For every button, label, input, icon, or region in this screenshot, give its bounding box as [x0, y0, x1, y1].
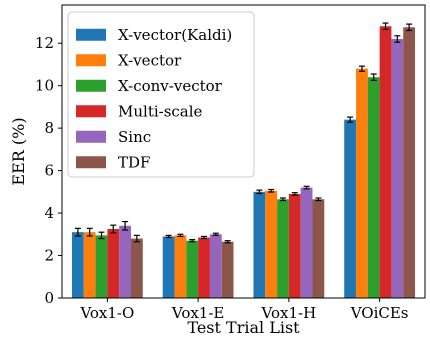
bar-group	[71, 26, 416, 299]
legend-swatch	[76, 79, 106, 92]
y-tick-label: 4	[44, 204, 54, 222]
plot-frame	[61, 4, 426, 299]
bar	[71, 232, 84, 298]
legend-label: X-vector(Kaldi)	[118, 26, 232, 44]
bar	[186, 240, 199, 298]
bar	[300, 187, 313, 298]
bar	[265, 190, 278, 298]
bar	[344, 119, 357, 298]
bar	[198, 237, 210, 298]
legend-swatch	[76, 130, 106, 143]
error-bar-group	[74, 22, 413, 244]
y-tick-label: 12	[35, 34, 54, 52]
bar	[162, 236, 175, 298]
y-tick-label: 0	[44, 289, 54, 307]
x-tick-label: VOiCEs	[350, 304, 409, 322]
bar	[221, 241, 234, 298]
y-tick-label: 8	[44, 119, 54, 137]
bar	[107, 228, 120, 298]
legend: X-vector(Kaldi) X-vector X-conv-vector Mult…	[67, 11, 255, 178]
y-tick-label: 6	[44, 162, 54, 180]
x-tick-label: Vox1-E	[171, 304, 225, 322]
bar	[379, 26, 392, 299]
y-axis-label: EER (%)	[9, 117, 28, 185]
legend-label: Sinc	[118, 128, 151, 146]
bar	[312, 199, 325, 298]
bar	[119, 225, 131, 298]
x-axis-label: Test Trial List	[187, 318, 300, 337]
legend-label: X-conv-vector	[118, 77, 223, 95]
x-tick-label: Vox1-O	[79, 304, 134, 322]
legend-swatch	[76, 105, 106, 118]
bar	[209, 234, 222, 298]
bar	[403, 27, 416, 298]
axes: Vox1-O Vox1-E Vox1-H VOiCEs 0 2 4 6 8 10 12	[35, 4, 426, 322]
bar	[253, 191, 266, 298]
legend-label: TDF	[118, 153, 150, 171]
bar	[356, 68, 368, 299]
bar	[391, 38, 404, 299]
bar	[174, 235, 187, 298]
bar	[130, 238, 143, 298]
legend-swatch	[76, 54, 106, 67]
y-tick-label: 10	[35, 77, 54, 95]
legend-label: Multi-scale	[118, 102, 203, 120]
bar	[288, 193, 301, 298]
bar	[367, 77, 380, 298]
y-tick-label: 2	[44, 247, 54, 265]
legend-swatch	[76, 156, 106, 169]
bar	[277, 199, 289, 298]
bar	[95, 235, 108, 298]
legend-label: X-vector	[118, 51, 182, 69]
x-tick-label: Vox1-H	[261, 304, 317, 322]
legend-swatch	[76, 28, 106, 41]
bar	[83, 232, 96, 298]
legend-box	[67, 11, 255, 178]
